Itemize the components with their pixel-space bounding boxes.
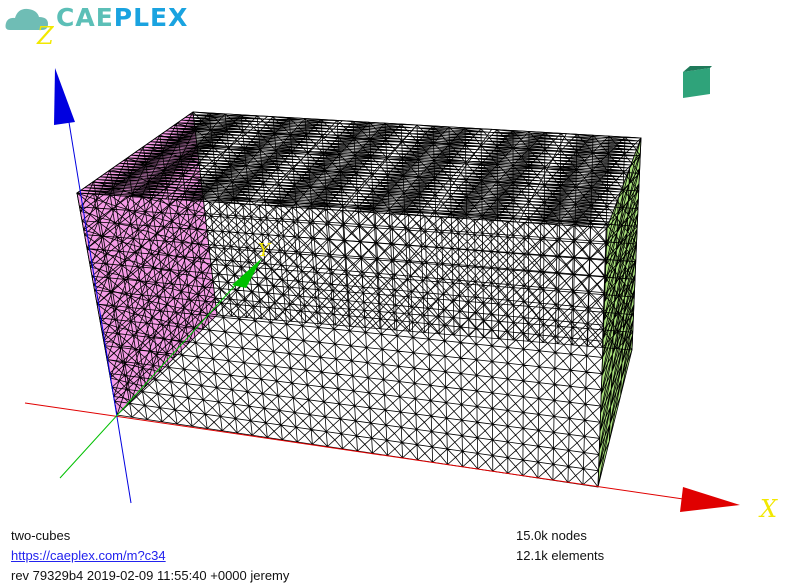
model-link[interactable]: https://caeplex.com/m?c34 — [11, 548, 166, 563]
mesh-stats: 15.0k nodes 12.1k elements — [516, 526, 604, 566]
y-axis-line — [59, 279, 241, 479]
z-axis-label: Z — [37, 22, 54, 50]
logo-text: CAEPLEX — [56, 3, 189, 32]
z-axis-line — [66, 109, 132, 504]
mesh-wireframe — [75, 111, 642, 488]
caeplex-logo[interactable]: CAEPLEX — [4, 3, 188, 32]
cloud-logo-icon — [5, 8, 48, 30]
z-axis-arrow — [54, 68, 75, 125]
x-axis-label: X — [760, 495, 778, 523]
view-cube[interactable] — [683, 66, 712, 98]
model-info: two-cubes https://caeplex.com/m?c34 rev … — [11, 526, 289, 586]
model-name: two-cubes — [11, 528, 71, 543]
y-axis-label: Y — [258, 240, 270, 261]
model-revision: rev 79329b4 2019-02-09 11:55:40 +0000 je… — [11, 568, 290, 583]
x-axis-arrow — [680, 487, 740, 512]
node-count: 15.0k nodes — [516, 528, 587, 543]
x-axis-line — [24, 402, 691, 501]
y-axis-arrow — [232, 258, 262, 288]
element-count: 12.1k elements — [516, 548, 605, 563]
